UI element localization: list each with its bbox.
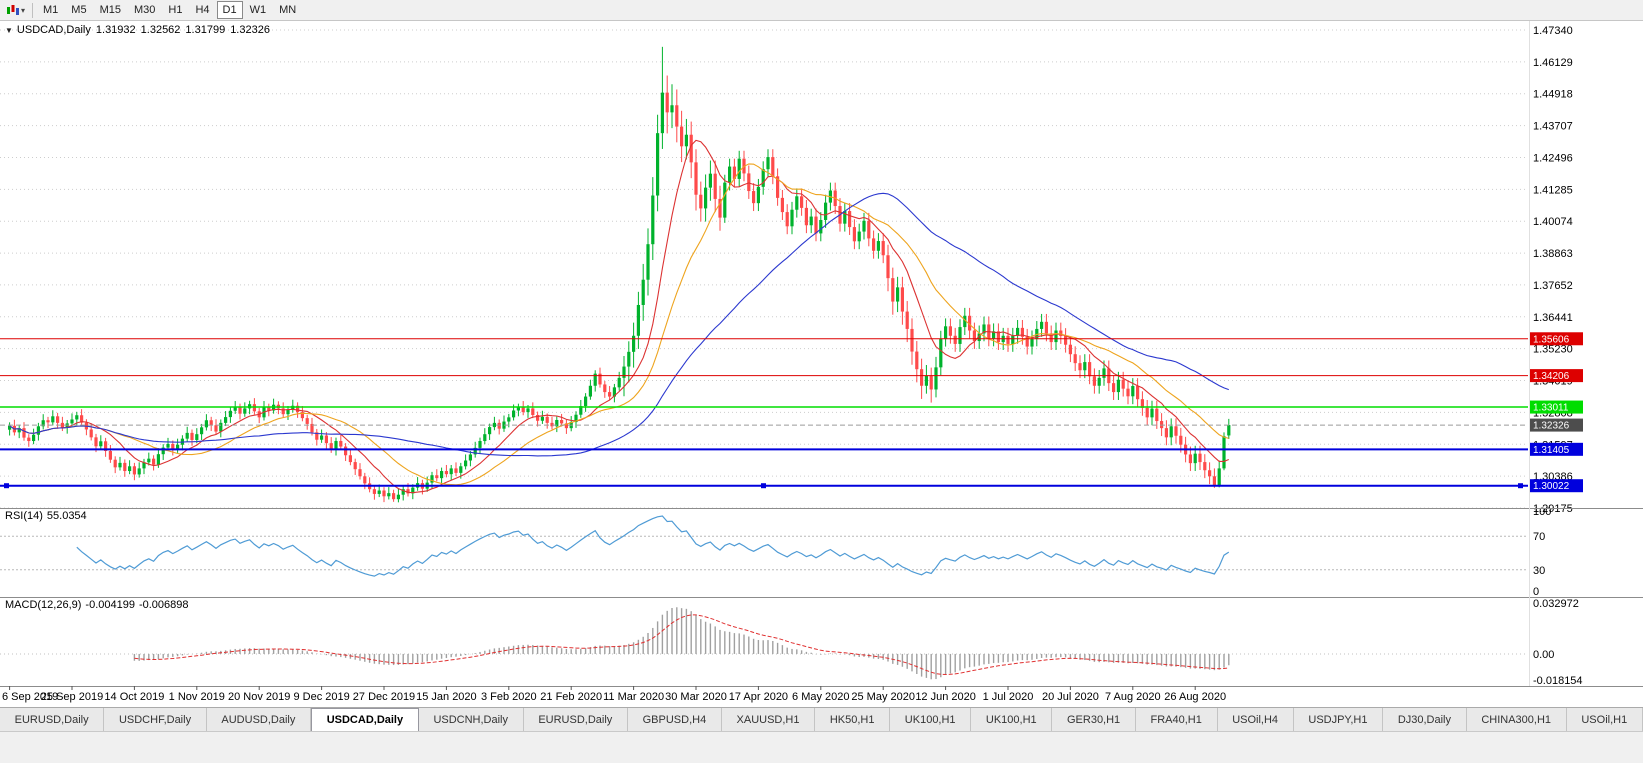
chart-tab-USOil-H4[interactable]: USOil,H4 bbox=[1218, 708, 1294, 731]
hline-handle bbox=[761, 483, 766, 489]
candlestick-chart-icon bbox=[7, 5, 19, 15]
date-axis-label: 20 Jul 2020 bbox=[1042, 691, 1099, 703]
chart-tab-bar: EURUSD,Daily USDCHF,Daily AUDUSD,Daily USDC… bbox=[0, 707, 1643, 731]
timeframe-button-M30[interactable]: M30 bbox=[133, 4, 156, 16]
timeframe-button-MN[interactable]: MN bbox=[279, 4, 297, 16]
dropdown-caret-icon: ▾ bbox=[21, 5, 26, 15]
date-axis-label: 14 Oct 2019 bbox=[104, 691, 164, 703]
price-axis-label: 1.41285 bbox=[1533, 184, 1573, 196]
svg-text:1.32326: 1.32326 bbox=[1533, 421, 1570, 432]
timeframe-button-H4[interactable]: H4 bbox=[195, 4, 210, 16]
date-axis-label: 1 Nov 2019 bbox=[169, 691, 225, 703]
price-tag: 1.34206 bbox=[1533, 371, 1570, 382]
price-axis-label: 1.40074 bbox=[1533, 216, 1573, 228]
chart-tab-UK100-H1[interactable]: UK100,H1 bbox=[971, 708, 1053, 731]
rsi-scale-label: 30 bbox=[1533, 565, 1545, 577]
ma-50-line bbox=[9, 192, 1229, 457]
chart-tab-USDCAD-Daily[interactable]: USDCAD,Daily bbox=[311, 708, 419, 731]
price-axis-label: 1.47340 bbox=[1533, 25, 1573, 37]
macd-signal-line bbox=[134, 614, 1229, 676]
date-axis-label: 25 May 2020 bbox=[851, 691, 915, 703]
price-axis-label: 1.37652 bbox=[1533, 280, 1573, 292]
chart-tab-AUDUSD-Daily[interactable]: AUDUSD,Daily bbox=[207, 708, 312, 731]
chart-tab-USDJPY-H1[interactable]: USDJPY,H1 bbox=[1294, 708, 1384, 731]
price-axis-label: 1.42496 bbox=[1533, 152, 1573, 164]
date-axis-label: 25 Sep 2019 bbox=[41, 691, 103, 703]
hline-handle bbox=[4, 483, 9, 489]
ma-10-line bbox=[9, 139, 1230, 494]
date-axis-label: 7 Aug 2020 bbox=[1105, 691, 1161, 703]
timeframe-button-M5[interactable]: M5 bbox=[71, 4, 87, 16]
date-axis-label: 6 Sep 2019 bbox=[2, 691, 58, 703]
rsi-scale-label: 0 bbox=[1533, 586, 1539, 598]
date-axis-label: 17 Apr 2020 bbox=[729, 691, 788, 703]
hline-handle bbox=[1518, 483, 1523, 489]
date-axis-label: 11 Mar 2020 bbox=[603, 691, 664, 703]
chart-tab-GBPUSD-H4[interactable]: GBPUSD,H4 bbox=[628, 708, 722, 731]
timeframe-button-M15[interactable]: M15 bbox=[99, 4, 121, 16]
chart-tab-CHINA300-H1[interactable]: CHINA300,H1 bbox=[1467, 708, 1567, 731]
price-tag: 1.30022 bbox=[1533, 481, 1570, 492]
timeframe-button-H1[interactable]: H1 bbox=[168, 4, 183, 16]
rsi-scale-label: 100 bbox=[1533, 506, 1551, 518]
price-axis-label: 1.46129 bbox=[1533, 57, 1573, 69]
chart-tab-EURUSD-Daily[interactable]: EURUSD,Daily bbox=[524, 708, 628, 731]
main-chart-svg[interactable]: 1.47340 1.46129 1.44918 1.43707 1.42496 1.412… bbox=[0, 21, 1643, 707]
chart-tab-USDCNH-Daily[interactable]: USDCNH,Daily bbox=[419, 708, 524, 731]
macd-scale-label: 0.00 bbox=[1533, 649, 1554, 661]
price-axis-label: 1.36441 bbox=[1533, 312, 1573, 324]
date-axis-label: 20 Nov 2019 bbox=[228, 691, 290, 703]
rsi-scale-label: 70 bbox=[1533, 531, 1545, 543]
timeframe-button-W1[interactable]: W1 bbox=[249, 4, 267, 16]
timeframe-buttons: M1 M5 M15 M30 H1 H4 D1 W1 MN bbox=[37, 1, 302, 19]
date-axis-label: 6 May 2020 bbox=[792, 691, 849, 703]
toolbar-separator bbox=[32, 2, 34, 18]
chart-area[interactable]: 1.47340 1.46129 1.44918 1.43707 1.42496 1.412… bbox=[0, 21, 1643, 707]
chart-tab-DJ30-Daily[interactable]: DJ30,Daily bbox=[1383, 708, 1467, 731]
date-axis-label: 9 Dec 2019 bbox=[293, 691, 349, 703]
price-axis-label: 1.44918 bbox=[1533, 89, 1573, 101]
date-axis-label: 1 Jul 2020 bbox=[983, 691, 1034, 703]
chart-tab-USDCHF-Daily[interactable]: USDCHF,Daily bbox=[104, 708, 207, 731]
chart-type-button[interactable]: ▾ bbox=[3, 1, 28, 19]
current-price-tag bbox=[1530, 418, 1583, 432]
rsi-panel: 100 70 30 0 bbox=[0, 506, 1551, 598]
timeframe-toolbar: ▾ M1 M5 M15 M30 H1 H4 D1 W1 MN bbox=[0, 0, 1643, 21]
chart-tab-USOil-H1[interactable]: USOil,H1 bbox=[1567, 708, 1643, 731]
price-tag: 1.33011 bbox=[1533, 403, 1569, 414]
macd-scale-label: 0.032972 bbox=[1533, 598, 1579, 610]
date-axis-label: 21 Feb 2020 bbox=[540, 691, 602, 703]
timeframe-button-D1[interactable]: D1 bbox=[216, 1, 243, 19]
chart-tab-XAUUSD-H1[interactable]: XAUUSD,H1 bbox=[722, 708, 816, 731]
chart-tab-GER30-H1[interactable]: GER30,H1 bbox=[1052, 708, 1136, 731]
macd-scale-label: -0.018154 bbox=[1533, 675, 1583, 687]
date-axis-label: 27 Dec 2019 bbox=[353, 691, 415, 703]
chart-tab-FRA40-H1[interactable]: FRA40,H1 bbox=[1136, 708, 1218, 731]
date-axis-label: 15 Jan 2020 bbox=[416, 691, 477, 703]
price-tag: 1.35606 bbox=[1533, 334, 1570, 345]
candles-layer bbox=[8, 46, 1231, 503]
price-axis-label: 1.43707 bbox=[1533, 121, 1573, 133]
price-tag: 1.31405 bbox=[1533, 445, 1570, 456]
timeframe-button-M1[interactable]: M1 bbox=[43, 4, 59, 16]
date-axis-label: 26 Aug 2020 bbox=[1164, 691, 1226, 703]
status-bar bbox=[0, 731, 1643, 763]
date-axis-label: 12 Jun 2020 bbox=[915, 691, 976, 703]
price-axis-label: 1.38863 bbox=[1533, 248, 1573, 260]
level-lines[interactable]: 1.35606 1.34206 1.33011 1.31405 1.30022 bbox=[0, 332, 1583, 493]
chart-tab-HK50-H1[interactable]: HK50,H1 bbox=[815, 708, 891, 731]
date-axis-label: 30 Mar 2020 bbox=[665, 691, 727, 703]
chart-tab-EURUSD-Daily[interactable]: EURUSD,Daily bbox=[0, 708, 105, 731]
date-axis-label: 3 Feb 2020 bbox=[481, 691, 537, 703]
price-axis-label: 1.35230 bbox=[1533, 344, 1573, 356]
chart-tab-UK100-H1[interactable]: UK100,H1 bbox=[890, 708, 972, 731]
rsi-line bbox=[76, 515, 1230, 577]
macd-panel: 0.032972 0.00 -0.018154 bbox=[0, 598, 1583, 687]
chart-background bbox=[0, 21, 1643, 707]
